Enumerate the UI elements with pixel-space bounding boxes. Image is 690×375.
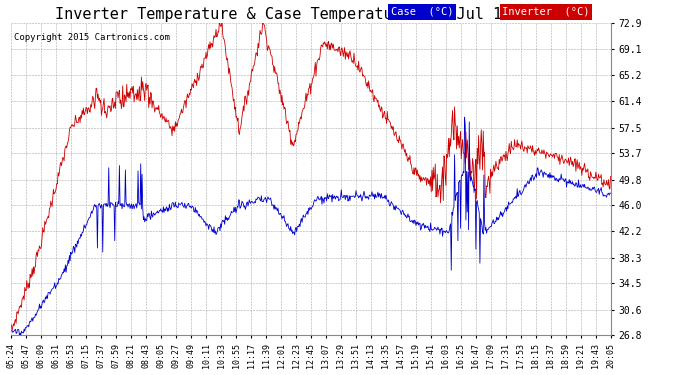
Text: Copyright 2015 Cartronics.com: Copyright 2015 Cartronics.com bbox=[14, 33, 170, 42]
Text: Inverter  (°C): Inverter (°C) bbox=[502, 7, 590, 17]
Title: Inverter Temperature & Case Temperature Sun Jul 19 20:27: Inverter Temperature & Case Temperature … bbox=[55, 7, 566, 22]
Text: Case  (°C): Case (°C) bbox=[391, 7, 453, 17]
